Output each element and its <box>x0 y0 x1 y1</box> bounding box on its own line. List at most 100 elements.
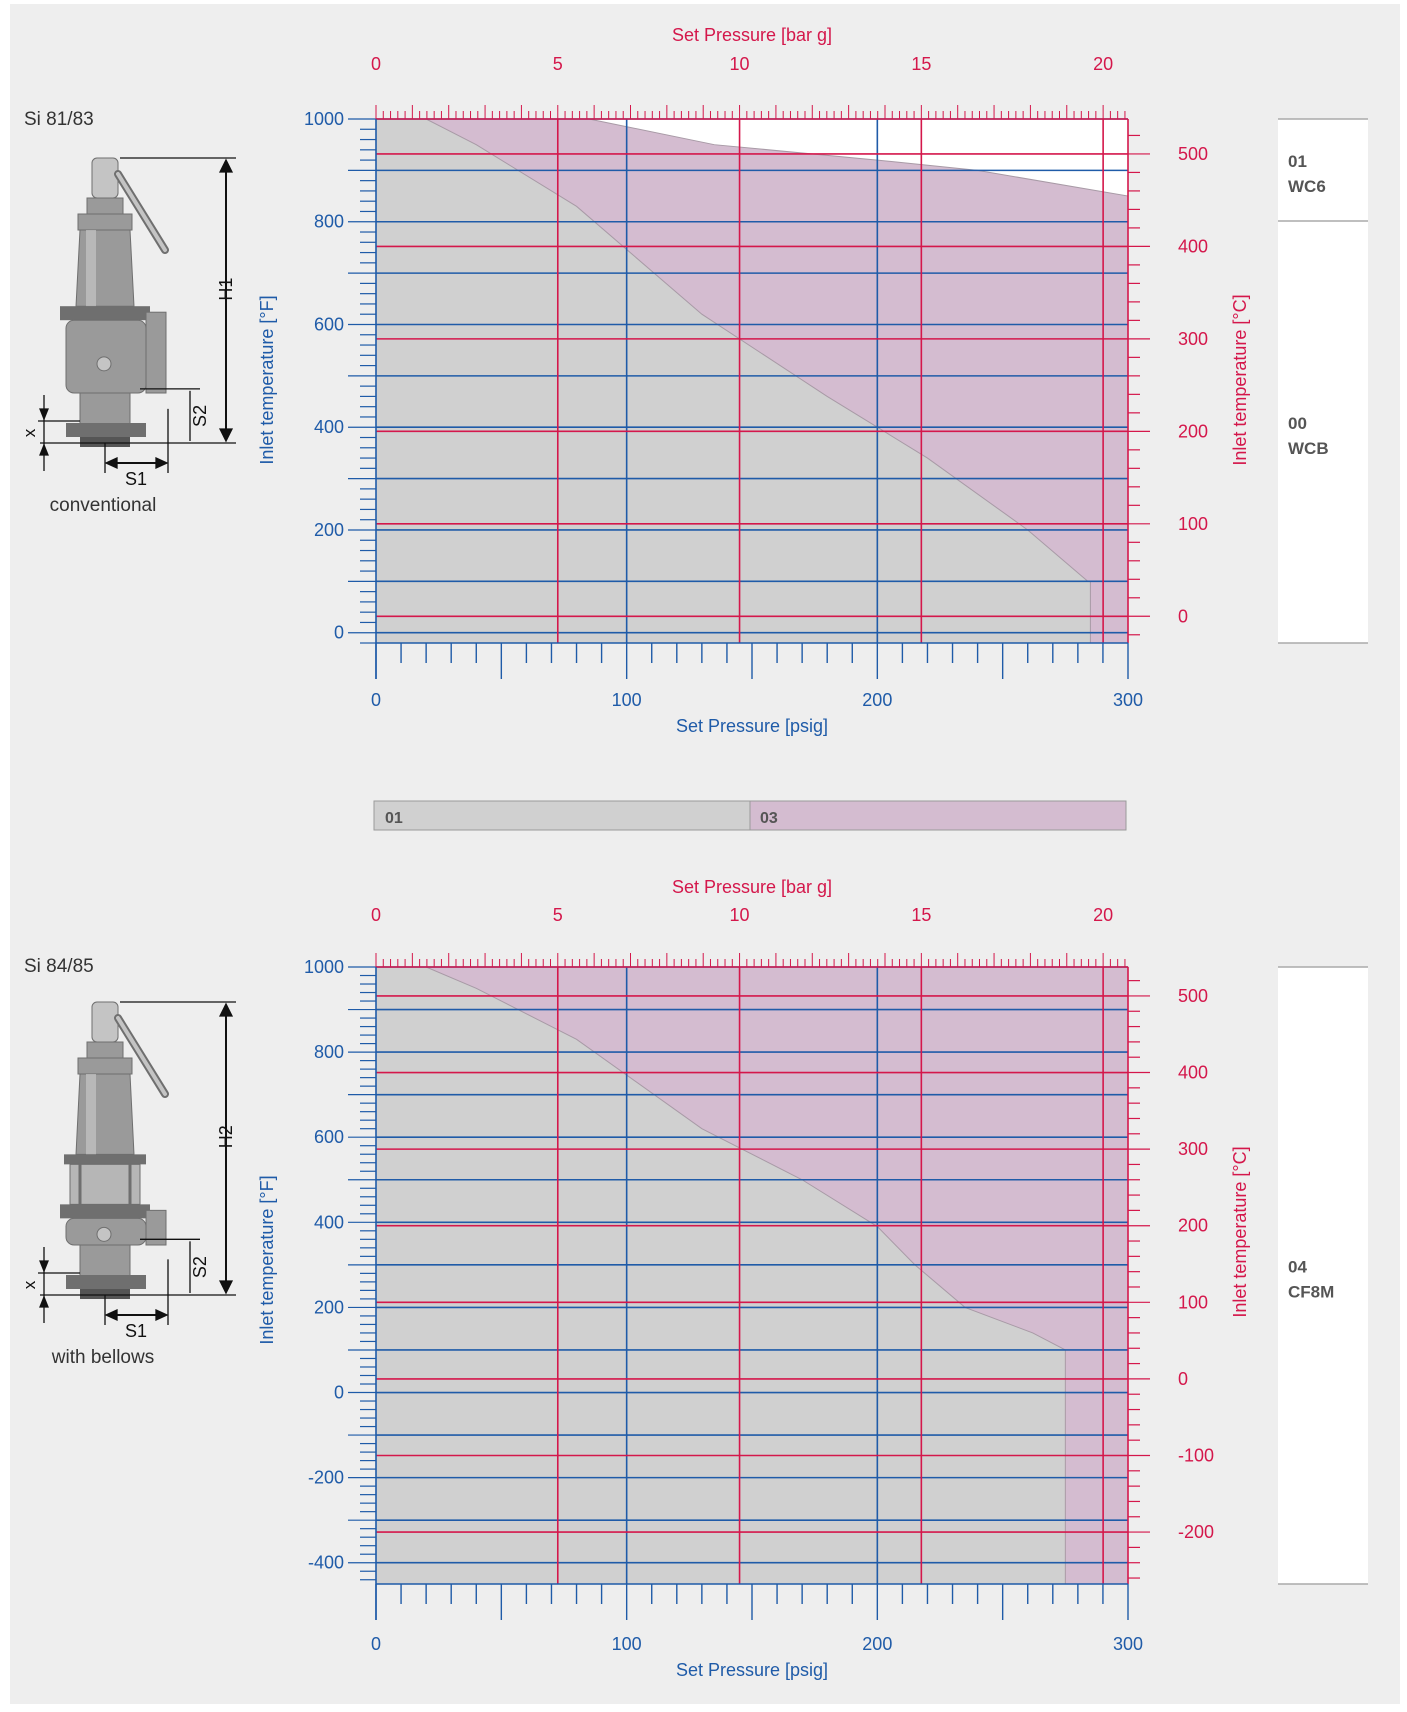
dim-s2-label: S2 <box>190 405 210 427</box>
bottom-axis-title: Set Pressure [psig] <box>676 1660 828 1680</box>
dim-s2-label: S2 <box>190 1256 210 1278</box>
top-tick-label: 15 <box>911 54 931 74</box>
legend-label-03: 03 <box>760 810 778 827</box>
left-tick-label: -200 <box>308 1468 344 1488</box>
top-tick-label: 10 <box>730 54 750 74</box>
dim-height-label: H2 <box>216 1125 236 1148</box>
top-tick-label: 0 <box>371 54 381 74</box>
left-tick-label: 0 <box>334 1383 344 1403</box>
dim-height-label: H1 <box>216 278 236 301</box>
dim-s1-arrow-left <box>104 1308 118 1322</box>
dim-x-arrow-up <box>39 1295 49 1308</box>
top-tick-label: 5 <box>553 54 563 74</box>
left-axis-title: Inlet temperature [°F] <box>257 295 277 464</box>
left-tick-label: 200 <box>314 1297 344 1317</box>
material-code: 04 <box>1288 1258 1307 1277</box>
left-tick-label: 200 <box>314 520 344 540</box>
valve-bonnet-highlight <box>86 230 96 307</box>
valve-model-label: Si 84/85 <box>24 956 94 977</box>
valve-body <box>65 319 147 394</box>
right-tick-label: 100 <box>1178 1292 1208 1312</box>
top-axis-title: Set Pressure [bar g] <box>672 877 832 897</box>
bottom-tick-label: 0 <box>371 1634 381 1654</box>
top-tick-label: 10 <box>730 905 750 925</box>
valve-cap <box>91 1001 119 1043</box>
dim-x-label: x <box>20 1280 39 1289</box>
bottom-tick-label: 100 <box>612 1634 642 1654</box>
bottom-tick-label: 100 <box>612 690 642 710</box>
chart-1: 0 100 200 300020040060080010000100200300400… <box>20 25 1368 736</box>
valve-outlet-flange <box>145 1209 167 1246</box>
right-tick-label: 0 <box>1178 1369 1188 1389</box>
material-name: WC6 <box>1288 177 1326 196</box>
left-tick-label: 0 <box>334 623 344 643</box>
dim-arrow-down <box>218 428 234 443</box>
valve-inlet-nozzle <box>80 437 130 447</box>
right-tick-label: 400 <box>1178 236 1208 256</box>
material-band <box>1278 967 1368 1584</box>
dimension-lines <box>38 157 236 473</box>
left-tick-label: 600 <box>314 314 344 334</box>
right-tick-label: 300 <box>1178 329 1208 349</box>
material-code: 00 <box>1288 414 1307 433</box>
bottom-tick-label: 200 <box>862 1634 892 1654</box>
right-tick-label: -200 <box>1178 1522 1214 1542</box>
right-tick-label: 0 <box>1178 606 1188 626</box>
dim-s1-label: S1 <box>125 1321 147 1341</box>
left-tick-label: 800 <box>314 1042 344 1062</box>
right-tick-label: 100 <box>1178 514 1208 534</box>
bottom-tick-label: 300 <box>1113 1634 1143 1654</box>
dim-s1-arrow-right <box>155 456 169 470</box>
valve-model-label: Si 81/83 <box>24 109 94 130</box>
right-axis-title: Inlet temperature [°C] <box>1230 1146 1250 1317</box>
valve-flange-top <box>64 1154 146 1165</box>
bottom-axis-title: Set Pressure [psig] <box>676 716 828 736</box>
valve-lever-highlight <box>116 172 167 252</box>
valve-cap <box>91 157 119 199</box>
top-tick-label: 0 <box>371 905 381 925</box>
valve-body-plug <box>96 1226 112 1242</box>
legend-swatch-03 <box>749 800 1127 831</box>
valve-caption: conventional <box>50 495 157 516</box>
material-code: 01 <box>1288 152 1307 171</box>
valve-bonnet <box>75 1073 135 1155</box>
right-tick-label: 300 <box>1178 1139 1208 1159</box>
valve-body-flange <box>60 1204 150 1219</box>
valve-lever-highlight <box>116 1016 167 1096</box>
material-band <box>1278 221 1368 643</box>
top-axis-title: Set Pressure [bar g] <box>672 25 832 45</box>
right-tick-label: 500 <box>1178 144 1208 164</box>
dim-x-label: x <box>20 428 39 437</box>
bottom-tick-label: 200 <box>862 690 892 710</box>
right-tick-label: -100 <box>1178 1445 1214 1465</box>
left-tick-label: 400 <box>314 1212 344 1232</box>
dim-s1-label: S1 <box>125 469 147 489</box>
left-tick-label: -400 <box>308 1553 344 1573</box>
dim-arrow-up <box>218 1002 234 1017</box>
valve-collar <box>77 213 133 231</box>
left-tick-label: 1000 <box>304 957 344 977</box>
legend: 01 03 <box>373 800 1127 831</box>
material-name: CF8M <box>1288 1283 1334 1302</box>
dim-x-arrow-down <box>39 1260 49 1273</box>
dimension-lines <box>38 1001 236 1325</box>
material-band <box>1278 119 1368 221</box>
top-tick-label: 20 <box>1093 905 1113 925</box>
right-tick-label: 200 <box>1178 421 1208 441</box>
left-tick-label: 1000 <box>304 109 344 129</box>
dim-arrow-up <box>218 158 234 173</box>
series-01-area <box>375 966 1066 1585</box>
valve-drawing: H1 S2 S1 x <box>20 157 236 489</box>
dim-s1-arrow-left <box>104 456 118 470</box>
valve-outlet-flange <box>145 311 167 394</box>
legend-swatch-01 <box>373 800 751 831</box>
dim-x-arrow-up <box>39 443 49 456</box>
valve-collar <box>77 1057 133 1075</box>
valve-inlet-flange <box>66 423 146 437</box>
left-axis-title: Inlet temperature [°F] <box>257 1175 277 1344</box>
top-tick-label: 5 <box>553 905 563 925</box>
valve-neck <box>86 1041 124 1059</box>
dim-x-arrow-down <box>39 408 49 421</box>
